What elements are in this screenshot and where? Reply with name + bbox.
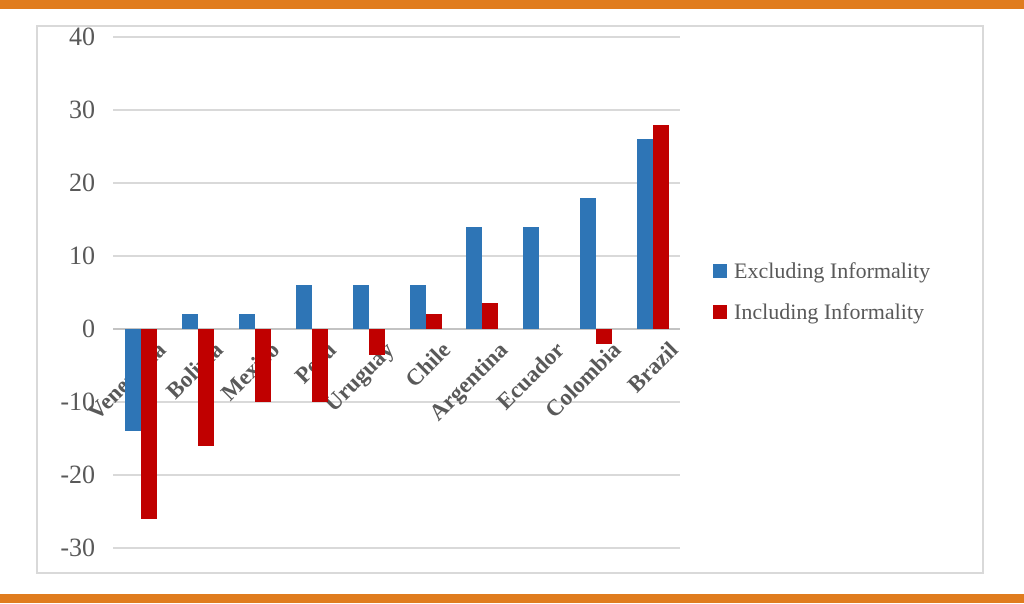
bar-including-informality-chile (425, 314, 442, 329)
legend-item-including-informality: Including Informality (713, 298, 930, 326)
bar-excluding-informality-chile (409, 285, 426, 329)
y-tick-label-20: 20 (69, 168, 95, 197)
accent-border-top (0, 0, 1024, 9)
gridline-20 (113, 182, 680, 184)
bar-including-informality-mexico (254, 329, 271, 402)
y-tick-label-30: 30 (69, 95, 95, 124)
bar-excluding-informality-uruguay (352, 285, 369, 329)
bar-including-informality-peru (311, 329, 328, 402)
bar-excluding-informality-argentina (466, 226, 483, 329)
legend-label: Including Informality (734, 299, 925, 324)
y-tick-label-40: 40 (69, 22, 95, 51)
y-tick-label--30: -30 (60, 533, 95, 562)
bar-excluding-informality-bolivia (181, 314, 198, 329)
legend-label: Excluding Informality (734, 258, 931, 283)
bar-excluding-informality-colombia (580, 197, 597, 329)
bar-including-informality-argentina (482, 303, 499, 329)
bar-including-informality-uruguay (368, 329, 385, 355)
y-tick-label--10: -10 (60, 387, 95, 416)
gridline-0 (113, 328, 680, 330)
chart-frame (36, 25, 984, 574)
bar-excluding-informality-ecuador (523, 226, 540, 329)
gridline-10 (113, 255, 680, 257)
bar-including-informality-colombia (596, 329, 613, 344)
bar-excluding-informality-venezuela (125, 329, 141, 432)
gridline--20 (113, 474, 680, 476)
y-tick-label-0: 0 (82, 314, 95, 343)
legend: Excluding Informality Including Informal… (713, 257, 930, 339)
gridline-30 (113, 109, 680, 111)
bar-including-informality-brazil (653, 124, 670, 329)
accent-border-bottom (0, 594, 1024, 603)
legend-swatch-blue-icon (713, 264, 727, 278)
legend-swatch-red-icon (713, 305, 727, 319)
bar-excluding-informality-mexico (238, 314, 255, 329)
bar-including-informality-bolivia (197, 329, 214, 446)
y-tick-label--20: -20 (60, 460, 95, 489)
bar-excluding-informality-brazil (637, 139, 654, 329)
gridline--10 (113, 401, 680, 403)
bar-including-informality-venezuela (141, 329, 157, 519)
y-tick-label-10: 10 (69, 241, 95, 270)
gridline--30 (113, 547, 680, 549)
gridline-40 (113, 36, 680, 38)
legend-item-excluding-informality: Excluding Informality (713, 257, 930, 285)
bar-excluding-informality-peru (295, 285, 312, 329)
